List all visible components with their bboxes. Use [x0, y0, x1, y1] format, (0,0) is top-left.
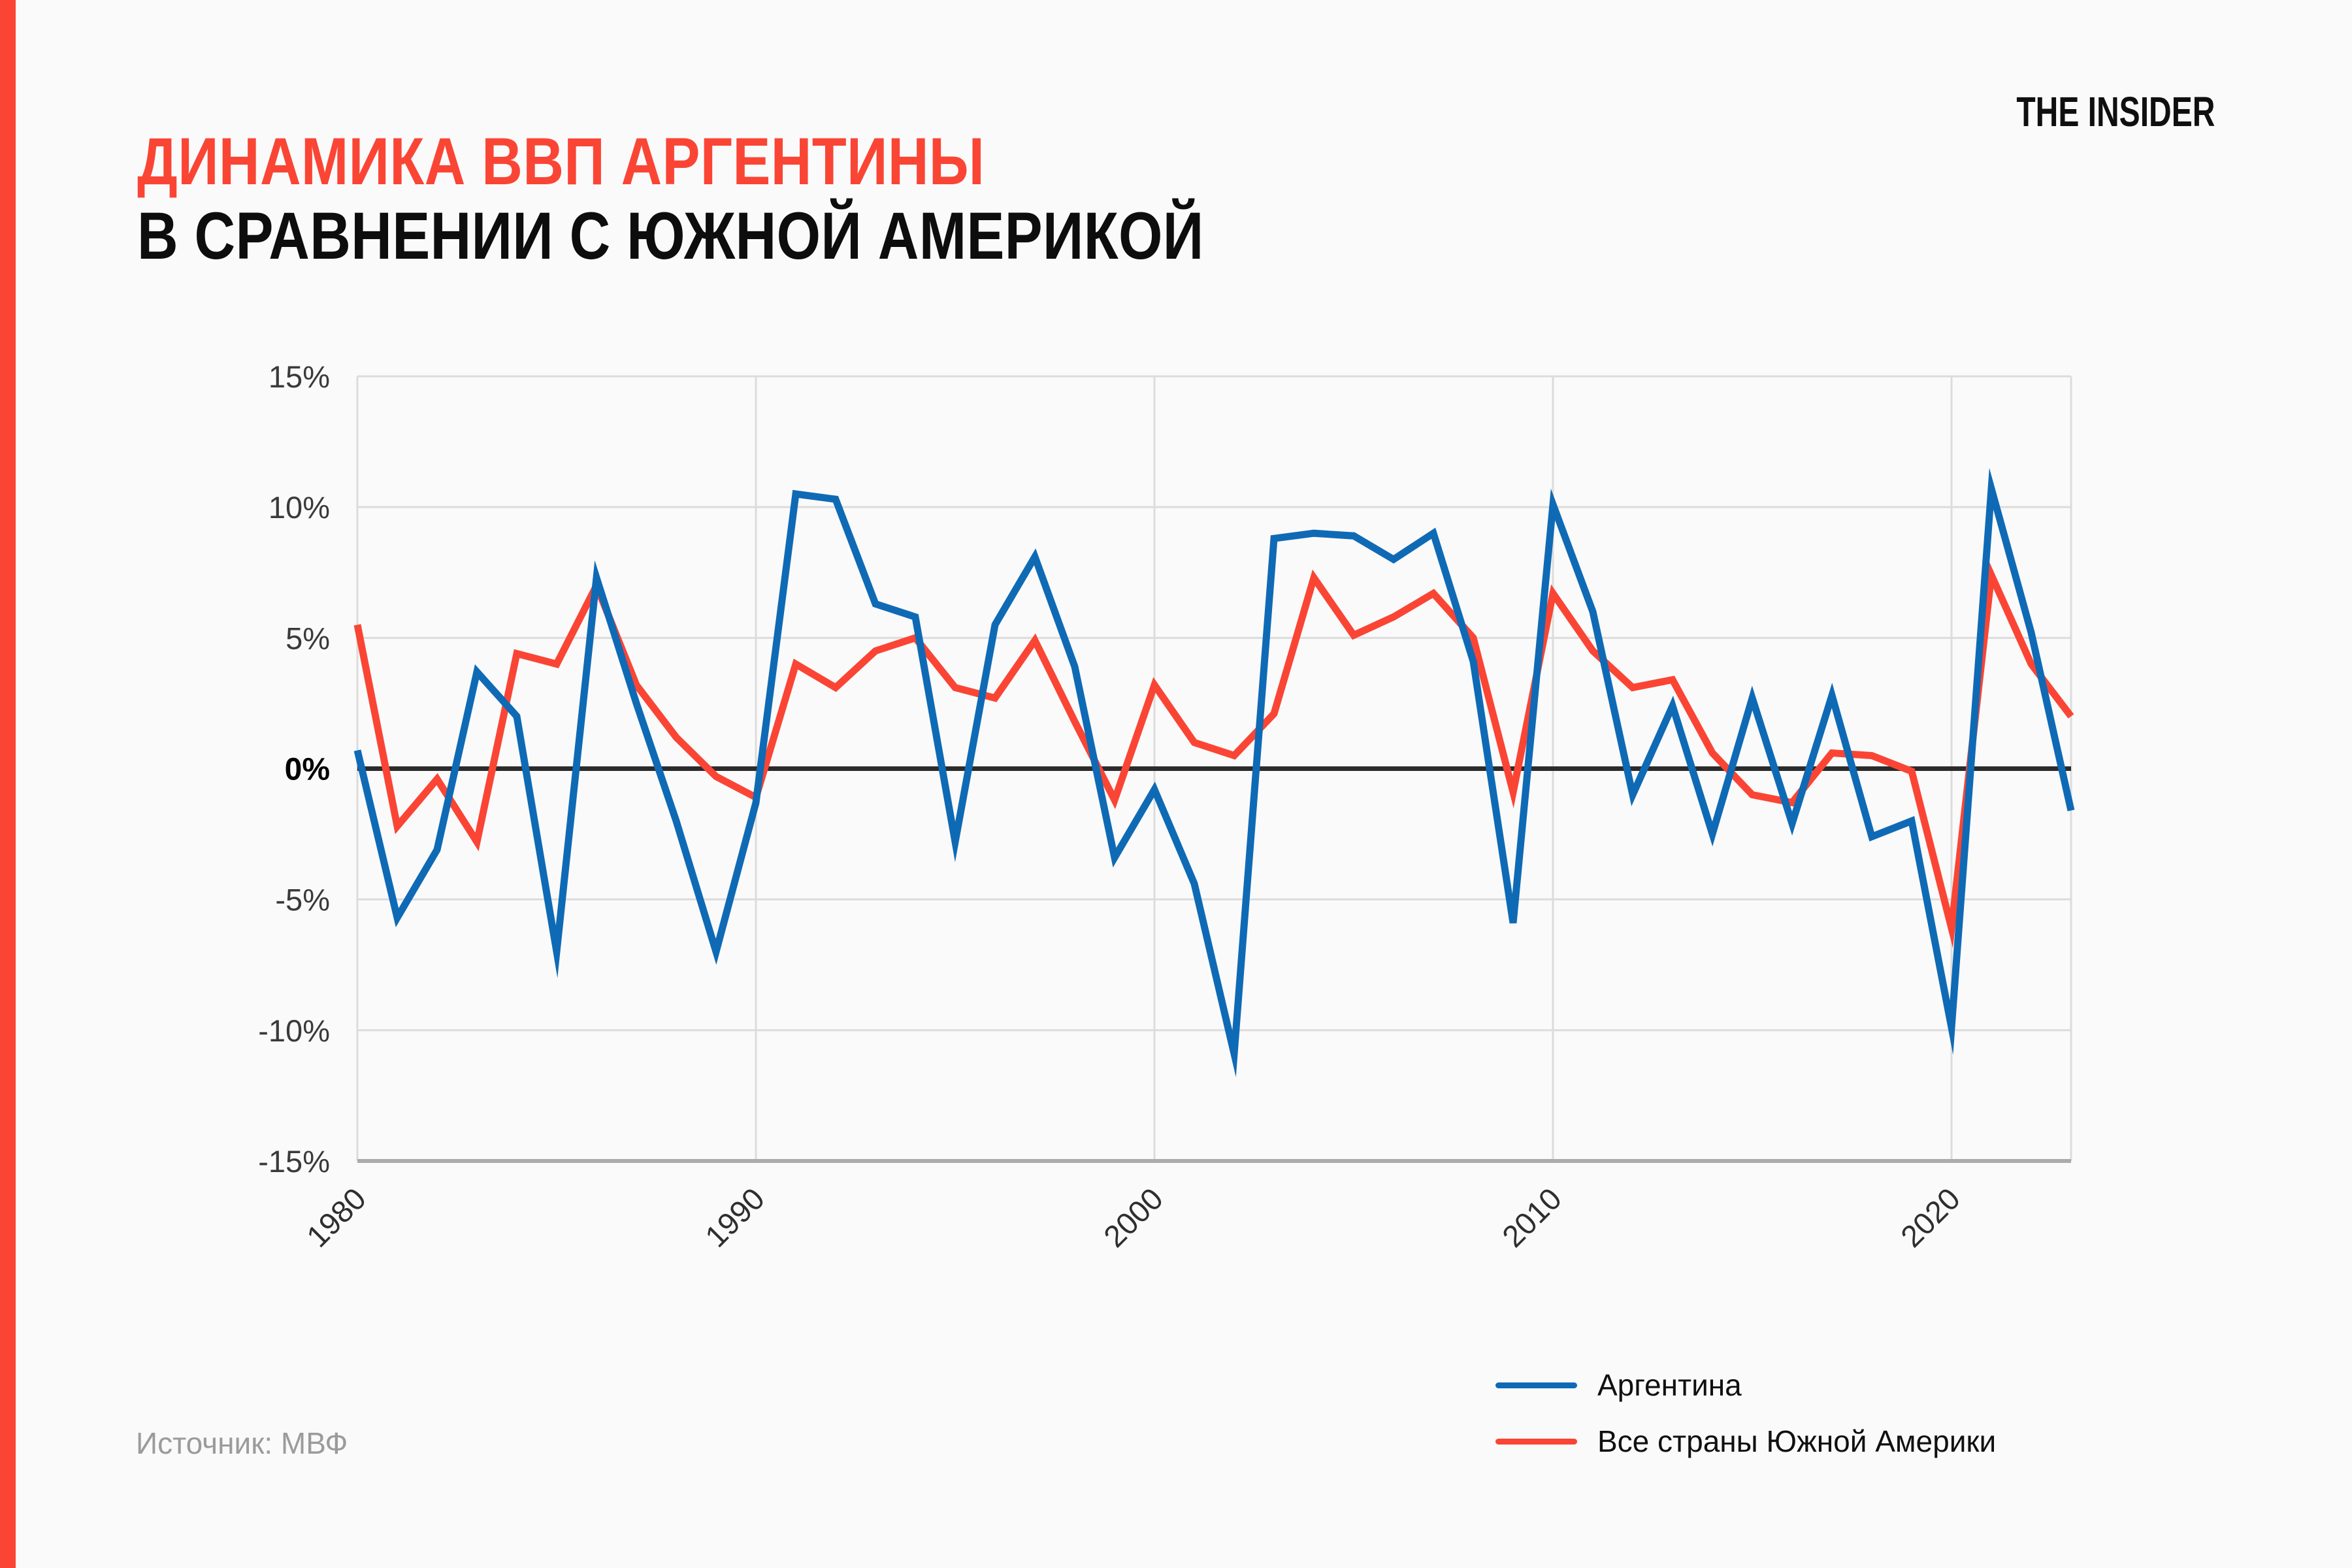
y-tick-label: 10% — [269, 490, 330, 525]
title-line-1: ДИНАМИКА ВВП АРГЕНТИНЫ — [137, 124, 985, 199]
y-tick-label: 0% — [285, 753, 330, 787]
y-tick-label: 5% — [286, 621, 330, 655]
title-line-2: В СРАВНЕНИИ С ЮЖНОЙ АМЕРИКОЙ — [137, 199, 1204, 273]
legend-label-south-america: Все страны Южной Америки — [1597, 1424, 1997, 1458]
x-tick-label: 2020 — [1894, 1181, 1967, 1254]
argentina-line-swatch — [1495, 1382, 1577, 1388]
legend-label-argentina: Аргентина — [1597, 1368, 1742, 1402]
south-america-line-swatch — [1495, 1438, 1577, 1445]
y-tick-label: -5% — [275, 883, 330, 917]
x-tick-label: 2010 — [1495, 1181, 1568, 1254]
x-tick-label: 2000 — [1097, 1181, 1169, 1254]
chart-legend: Аргентина Все страны Южной Америки — [1495, 1364, 1996, 1477]
source-note: Источник: МВФ — [136, 1426, 348, 1460]
legend-item-argentina: Аргентина — [1495, 1364, 1996, 1406]
the-insider-logo: THE INSIDER — [2016, 88, 2215, 135]
left-accent-bar — [0, 0, 16, 1568]
page-title: ДИНАМИКА ВВП АРГЕНТИНЫ В СРАВНЕНИИ С ЮЖН… — [137, 124, 1392, 273]
x-tick-label: 1990 — [698, 1181, 771, 1254]
y-tick-label: 15% — [269, 359, 330, 394]
argentina-line — [353, 468, 2075, 1077]
y-tick-label: -15% — [258, 1144, 330, 1179]
legend-item-south-america: Все страны Южной Америки — [1495, 1420, 1996, 1462]
y-tick-label: -10% — [258, 1013, 330, 1048]
x-tick-label: 1980 — [300, 1181, 372, 1254]
